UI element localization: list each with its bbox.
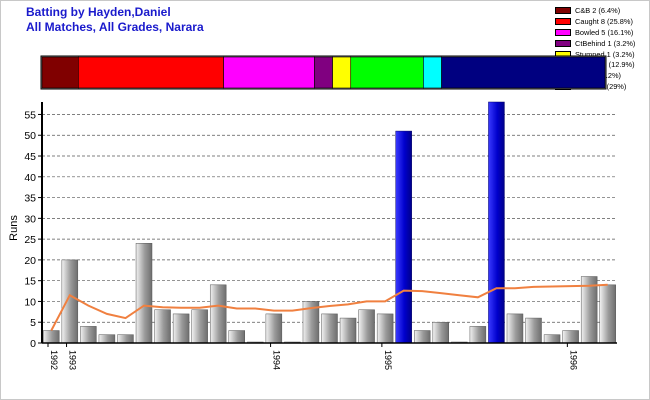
innings-bar <box>209 284 227 344</box>
dismissal-segment <box>332 56 352 89</box>
innings-bar <box>543 334 561 344</box>
legend-item: Caught 8 (25.8%) <box>555 16 647 27</box>
y-tick-label: 55 <box>24 109 36 121</box>
legend-item: CtBehind 1 (3.2%) <box>555 38 647 49</box>
y-tick-label: 10 <box>24 296 36 308</box>
x-tick-label: 1994 <box>272 350 282 370</box>
chart-subtitle: All Matches, All Grades, Narara <box>26 20 204 34</box>
innings-bar <box>98 334 116 344</box>
y-tick-label: 25 <box>24 234 36 246</box>
innings-bar <box>154 309 171 344</box>
dismissal-segment <box>423 56 442 89</box>
innings-bar <box>172 313 190 344</box>
legend-swatch <box>555 28 571 36</box>
innings-bar <box>265 313 283 344</box>
legend-label: Caught 8 (25.8%) <box>575 16 633 26</box>
innings-bar <box>414 330 431 344</box>
average-line <box>50 283 608 331</box>
y-tick-label: 15 <box>24 276 36 288</box>
innings-bar <box>488 101 505 344</box>
x-tick-label: 1995 <box>383 350 393 370</box>
innings-bar <box>506 313 524 344</box>
innings-bar <box>321 313 338 344</box>
average-line-path <box>50 283 608 331</box>
y-tick-label: 0 <box>30 338 36 350</box>
legend-swatch <box>555 39 571 47</box>
dismissal-segment <box>441 56 606 89</box>
y-axis: 0 5 10 15 20 25 30 35 40 45 50 55 <box>24 102 43 350</box>
innings-bar <box>117 334 134 344</box>
x-axis: 1992 1993 1994 1995 1996 <box>42 342 617 370</box>
dismissal-segment <box>350 56 424 89</box>
grid <box>42 114 617 323</box>
legend-label: C&B 2 (6.4%) <box>575 5 621 15</box>
y-tick-label: 20 <box>24 255 36 267</box>
innings-bar <box>135 243 153 344</box>
legend-swatch <box>555 17 571 25</box>
legend-item: Bowled 5 (16.1%) <box>555 27 647 38</box>
innings-bar <box>61 259 79 344</box>
innings-bar <box>395 130 412 344</box>
y-tick-label: 45 <box>24 151 36 163</box>
dismissal-bar <box>41 56 606 89</box>
innings-bar <box>191 309 208 344</box>
innings-bar <box>562 330 579 344</box>
legend-swatch <box>555 6 571 14</box>
innings-bar <box>339 317 357 344</box>
x-tick-label: 1993 <box>68 350 78 370</box>
legend-label: Stumped 1 (3.2%) <box>575 49 635 59</box>
innings-bar <box>469 326 487 344</box>
y-tick-label: 5 <box>30 317 36 329</box>
innings-bar <box>358 309 375 344</box>
dismissal-segment <box>78 56 224 89</box>
dismissal-segment <box>41 56 79 89</box>
x-tick-label: 1992 <box>49 350 59 370</box>
y-tick-label: 30 <box>24 213 36 225</box>
legend-label: CtBehind 1 (3.2%) <box>575 38 636 48</box>
chart-title: Batting by Hayden,Daniel <box>26 5 171 19</box>
y-tick-label: 40 <box>24 172 36 184</box>
y-axis-label: Runs <box>8 215 20 241</box>
innings-bar <box>376 313 394 344</box>
dismissal-segment <box>223 56 315 89</box>
innings-bar <box>80 326 97 344</box>
y-tick-label: 50 <box>24 130 36 142</box>
dismissal-segment <box>314 56 333 89</box>
innings-bar <box>228 330 245 344</box>
y-tick-label: 35 <box>24 193 36 205</box>
legend-label: Bowled 5 (16.1%) <box>575 27 634 37</box>
x-tick-label: 1996 <box>568 350 578 370</box>
innings-bar <box>599 284 616 344</box>
legend-item: C&B 2 (6.4%) <box>555 5 647 16</box>
innings-bar <box>43 330 60 344</box>
innings-bar <box>432 321 450 344</box>
innings-bar <box>525 317 542 344</box>
